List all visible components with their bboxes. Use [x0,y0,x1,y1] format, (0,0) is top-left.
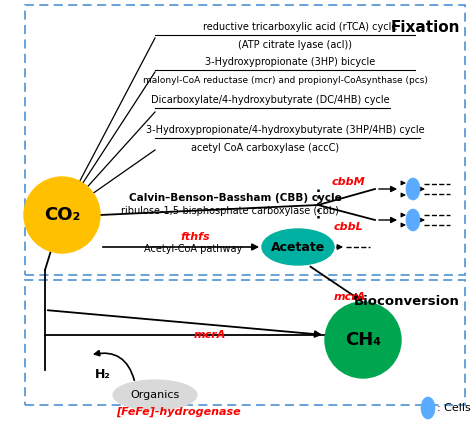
Circle shape [24,177,100,253]
Text: 3-Hydroxypropionate/4-hydroxybutyrate (3HP/4HB) cycle: 3-Hydroxypropionate/4-hydroxybutyrate (3… [146,125,424,135]
Text: mcrA: mcrA [194,330,226,340]
Ellipse shape [421,397,435,419]
Text: malonyl-CoA reductase (mcr) and propionyl-CoAsynthase (pcs): malonyl-CoA reductase (mcr) and propiony… [143,75,428,84]
Bar [25,280,465,405]
Bar [25,5,465,275]
Text: Dicarboxylate/4-hydroxybutyrate (DC/4HB) cycle: Dicarboxylate/4-hydroxybutyrate (DC/4HB)… [151,95,389,105]
Text: Acetate: Acetate [271,241,325,253]
Text: H₂: H₂ [95,369,111,381]
Text: Calvin–Benson–Bassham (CBB) cycle: Calvin–Benson–Bassham (CBB) cycle [128,193,341,203]
Text: fthfs: fthfs [180,232,210,242]
Text: (ATP citrate lyase (acl)): (ATP citrate lyase (acl)) [238,40,352,50]
Circle shape [325,302,401,378]
Text: cbbL: cbbL [333,222,363,232]
Text: ribulose-1,5-bisphosphate carboxylase (cbb): ribulose-1,5-bisphosphate carboxylase (c… [121,206,339,216]
Text: : Cells: : Cells [437,403,471,413]
Text: [FeFe]-hydrogenase: [FeFe]-hydrogenase [116,407,240,417]
Text: reductive tricarboxylic acid (rTCA) cycle: reductive tricarboxylic acid (rTCA) cycl… [203,22,397,32]
Text: CO₂: CO₂ [44,206,80,224]
Ellipse shape [113,380,197,410]
Text: 3-Hydroxypropionate (3HP) bicycle: 3-Hydroxypropionate (3HP) bicycle [205,57,375,67]
Text: mcrA: mcrA [334,292,366,302]
Text: cbbM: cbbM [331,177,365,187]
Text: Organics: Organics [130,390,180,400]
Text: Fixation: Fixation [391,20,460,35]
Ellipse shape [406,178,420,200]
Text: acetyl CoA carboxylase (accC): acetyl CoA carboxylase (accC) [191,143,339,153]
Ellipse shape [262,229,334,265]
Text: Acetyl-CoA pathway: Acetyl-CoA pathway [144,244,242,254]
Ellipse shape [406,209,420,231]
Text: CH₄: CH₄ [345,331,381,349]
Text: Bioconversion: Bioconversion [354,295,460,308]
